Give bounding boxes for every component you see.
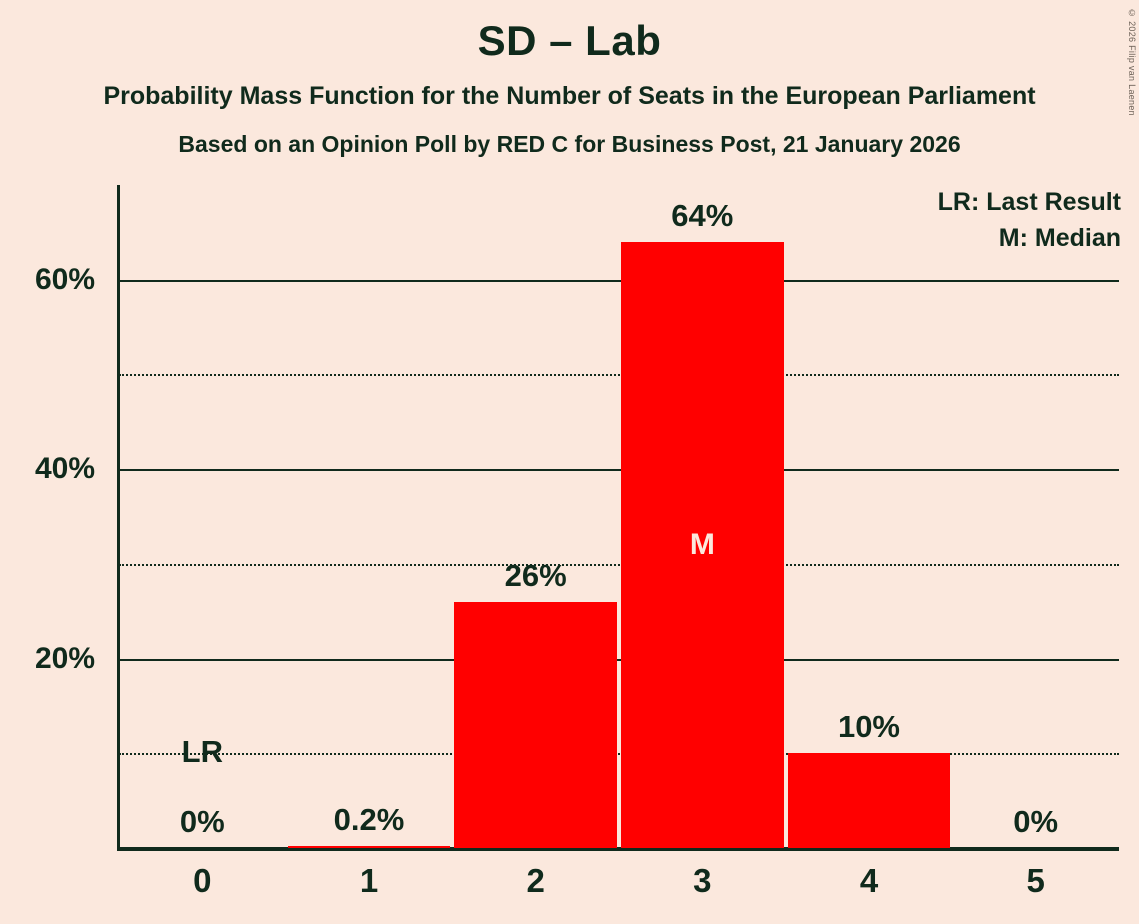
x-axis-line [117,847,1119,851]
bar-value-label: 0% [179,804,225,839]
x-axis-tick-label: 0 [193,862,212,899]
bar-slot[interactable]: 26% [452,185,619,848]
bar-value-label: 0.2% [333,802,405,838]
gridline-minor [119,753,1119,756]
bar-value-label: 26% [504,557,567,593]
legend-item-last-result: LR: Last Result [937,188,1121,216]
y-axis-line [117,185,120,850]
x-axis-tick-label: 4 [859,862,879,899]
gridline-minor [119,563,1119,566]
last-result-marker: LR [181,734,223,770]
x-axis-tick-label: 5 [1026,862,1045,899]
gridline-minor [119,374,1119,377]
page-title: SD – Lab [477,17,662,64]
chart-source-subtitle: Based on an Opinion Poll by RED C for Bu… [178,131,961,157]
bar[interactable] [621,241,784,848]
y-axis-tick-label: 20% [34,641,95,675]
gridline-major [119,469,1119,472]
bar-slot[interactable]: 64% M [619,185,786,848]
bar-slot[interactable]: 0.2% [286,185,453,848]
chart-plot-area: 0% LR 0.2% 26% 64% M 10% 0% [117,185,1119,851]
bar-slot[interactable]: 0% [952,185,1119,848]
chart-legend: LR: Last Result M: Median [938,184,1121,257]
bar[interactable] [787,753,951,848]
y-axis-tick-label: 40% [34,452,95,486]
y-axis-labels: 20% 40% 60% [0,185,105,848]
x-axis-tick-label: 1 [359,862,379,899]
median-marker: M [689,527,715,561]
bar-value-label: 64% [671,197,734,233]
y-axis-tick-label: 60% [34,262,95,296]
gridline-major [119,279,1119,282]
x-axis-tick-label: 3 [693,862,712,899]
copyright-notice: © 2026 Filip van Laenen [1127,8,1137,116]
x-axis-tick-label: 2 [526,862,545,899]
gridline-major [119,658,1119,661]
chart-subtitle: Probability Mass Function for the Number… [103,82,1036,110]
legend-item-median: M: Median [998,224,1121,253]
chart-header: SD – Lab Probability Mass Function for t… [0,0,1139,156]
bar[interactable] [287,846,451,848]
bar[interactable] [454,601,617,848]
bar-slot[interactable]: 0% LR [119,185,286,848]
bar-value-label: 10% [837,709,900,745]
x-axis-labels: 0 1 2 3 4 5 [119,862,1119,917]
bar-slot[interactable]: 10% [786,185,953,848]
bar-value-label: 0% [1013,804,1059,839]
